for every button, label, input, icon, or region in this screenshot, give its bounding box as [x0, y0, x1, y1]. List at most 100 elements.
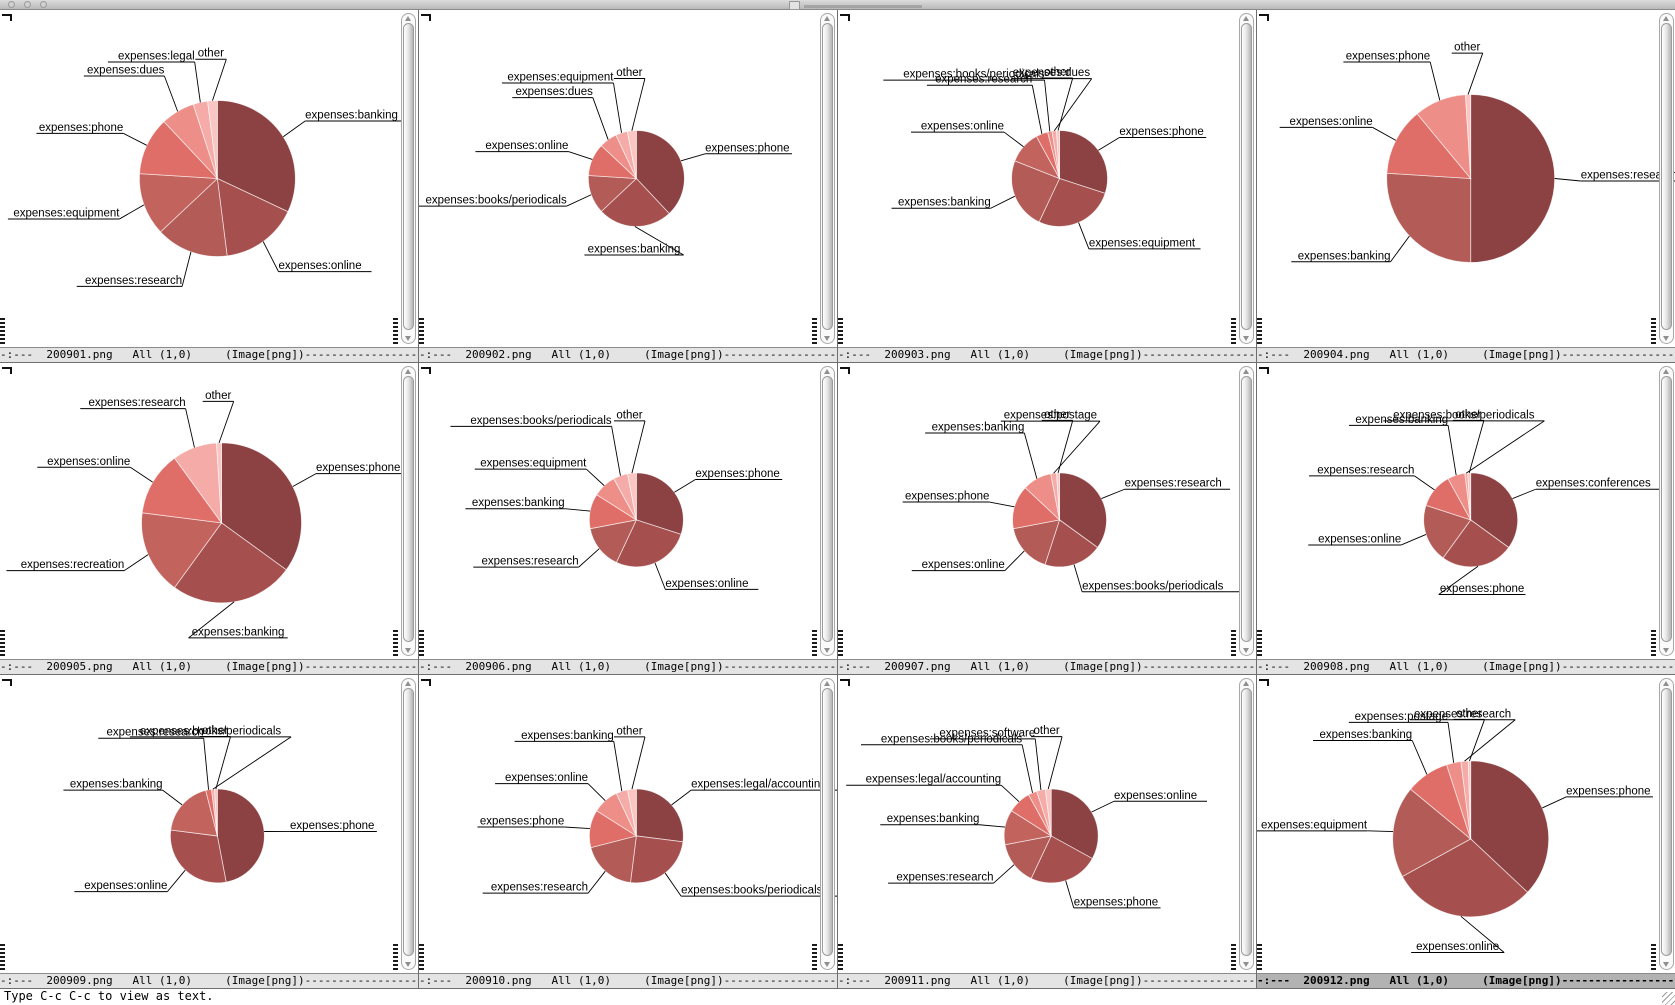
vertical-scrollbar[interactable]	[1659, 678, 1674, 970]
svg-text:other: other	[1456, 708, 1482, 720]
svg-text:expenses:phone: expenses:phone	[1440, 583, 1524, 595]
scrollbar-up-arrow[interactable]	[1663, 369, 1669, 374]
scrollbar-down-arrow[interactable]	[824, 336, 830, 341]
svg-text:expenses:books/periodicals: expenses:books/periodicals	[1082, 580, 1224, 592]
scrollbar-up-arrow[interactable]	[824, 16, 830, 21]
scrollbar-up-arrow[interactable]	[1663, 16, 1669, 21]
scrollbar-up-arrow[interactable]	[824, 369, 830, 374]
image-buffer-200905[interactable]: expenses:phone expenses:banking expenses:r…	[0, 363, 418, 659]
vertical-scrollbar[interactable]	[1659, 366, 1674, 656]
pie-chart-200901: expenses:bankingexpenses:onlineexpenses:…	[0, 10, 418, 347]
scrollbar-down-arrow[interactable]	[824, 962, 830, 967]
scrollbar-thumb[interactable]	[822, 376, 833, 642]
scrollbar-down-arrow[interactable]	[405, 336, 411, 341]
scrollbar-thumb[interactable]	[1661, 376, 1672, 642]
scrollbar-up-arrow[interactable]	[1243, 369, 1249, 374]
modeline-200906[interactable]: -:--- 200906.png All (1,0) (Image[png])-…	[419, 659, 837, 675]
scrollbar-up-arrow[interactable]	[824, 681, 830, 686]
modeline-200901[interactable]: -:--- 200901.png All (1,0) (Image[png])-…	[0, 347, 418, 363]
vertical-scrollbar[interactable]	[820, 678, 835, 970]
scrollbar-down-arrow[interactable]	[405, 962, 411, 967]
svg-text:expenses:phone: expenses:phone	[316, 462, 400, 474]
scrollbar-down-arrow[interactable]	[1663, 336, 1669, 341]
scrollbar-thumb[interactable]	[403, 688, 414, 956]
modeline-200910[interactable]: -:--- 200910.png All (1,0) (Image[png])-…	[419, 973, 837, 989]
scrollbar-down-arrow[interactable]	[1243, 962, 1249, 967]
scrollbar-up-arrow[interactable]	[1243, 16, 1249, 21]
svg-text:expenses:banking: expenses:banking	[192, 626, 285, 638]
scrollbar-thumb[interactable]	[822, 688, 833, 956]
modeline-200912[interactable]: -:--- 200912.png All (1,0) (Image[png])-…	[1257, 973, 1675, 989]
scrollbar-thumb[interactable]	[1661, 23, 1672, 330]
scrollbar-thumb[interactable]	[1241, 23, 1252, 330]
scrollbar-down-arrow[interactable]	[1663, 962, 1669, 967]
scrollbar-up-arrow[interactable]	[405, 369, 411, 374]
vertical-scrollbar[interactable]	[820, 366, 835, 656]
scrollbar-down-arrow[interactable]	[1663, 648, 1669, 653]
close-button[interactable]	[8, 1, 15, 8]
scrollbar-thumb[interactable]	[1241, 376, 1252, 642]
svg-text:expenses:online: expenses:online	[84, 880, 167, 892]
minibuffer[interactable]: Type C-c C-c to view as text.	[0, 989, 1675, 1005]
svg-text:expenses:online: expenses:online	[922, 559, 1005, 571]
vertical-scrollbar[interactable]	[1239, 678, 1254, 970]
svg-text:expenses:phone: expenses:phone	[1074, 896, 1158, 908]
zoom-button[interactable]	[40, 1, 47, 8]
svg-text:expenses:equipment: expenses:equipment	[480, 458, 587, 470]
minimize-button[interactable]	[24, 1, 31, 8]
scrollbar-down-arrow[interactable]	[824, 648, 830, 653]
vertical-scrollbar[interactable]	[1239, 13, 1254, 344]
modeline-200909[interactable]: -:--- 200909.png All (1,0) (Image[png])-…	[0, 973, 418, 989]
resize-grip[interactable]	[1662, 992, 1675, 1005]
vertical-scrollbar[interactable]	[401, 13, 416, 344]
scrollbar-up-arrow[interactable]	[405, 681, 411, 686]
fringe-dashes	[0, 944, 5, 971]
modeline-200903[interactable]: -:--- 200903.png All (1,0) (Image[png])-…	[838, 347, 1256, 363]
fringe-dashes	[419, 944, 424, 971]
svg-text:expenses:banking: expenses:banking	[472, 497, 565, 509]
scrollbar-down-arrow[interactable]	[1243, 336, 1249, 341]
scrollbar-up-arrow[interactable]	[1243, 681, 1249, 686]
modeline-200904[interactable]: -:--- 200904.png All (1,0) (Image[png])-…	[1257, 347, 1675, 363]
svg-text:expenses:banking: expenses:banking	[70, 779, 163, 791]
fringe-dashes	[838, 944, 843, 971]
scrollbar-thumb[interactable]	[403, 23, 414, 330]
scrollbar-up-arrow[interactable]	[1663, 681, 1669, 686]
vertical-scrollbar[interactable]	[820, 13, 835, 344]
vertical-scrollbar[interactable]	[1239, 366, 1254, 656]
scrollbar-up-arrow[interactable]	[405, 16, 411, 21]
vertical-scrollbar[interactable]	[401, 678, 416, 970]
modeline-200905[interactable]: -:--- 200905.png All (1,0) (Image[png])-…	[0, 659, 418, 675]
modeline-200908[interactable]: -:--- 200908.png All (1,0) (Image[png])-…	[1257, 659, 1675, 675]
scrollbar-thumb[interactable]	[1661, 688, 1672, 956]
modeline-200907[interactable]: -:--- 200907.png All (1,0) (Image[png])-…	[838, 659, 1256, 675]
modeline-200902[interactable]: -:--- 200902.png All (1,0) (Image[png])-…	[419, 347, 837, 363]
scrollbar-thumb[interactable]	[822, 23, 833, 330]
scrollbar-thumb[interactable]	[403, 376, 414, 642]
scrollbar-down-arrow[interactable]	[1243, 648, 1249, 653]
svg-text:expenses:online: expenses:online	[1416, 941, 1499, 953]
fringe-dashes	[1231, 944, 1236, 971]
scrollbar-thumb[interactable]	[1241, 688, 1252, 956]
modeline-200911[interactable]: -:--- 200911.png All (1,0) (Image[png])-…	[838, 973, 1256, 989]
svg-text:expenses:research: expenses:research	[482, 556, 579, 568]
fringe-dashes	[1651, 630, 1656, 657]
scrollbar-down-arrow[interactable]	[405, 648, 411, 653]
vertical-scrollbar[interactable]	[401, 366, 416, 656]
svg-text:expenses:recreation: expenses:recreation	[21, 559, 125, 571]
window-row-3: expenses:phone expenses:online expenses:ba…	[0, 675, 1675, 989]
vertical-scrollbar[interactable]	[1659, 13, 1674, 344]
